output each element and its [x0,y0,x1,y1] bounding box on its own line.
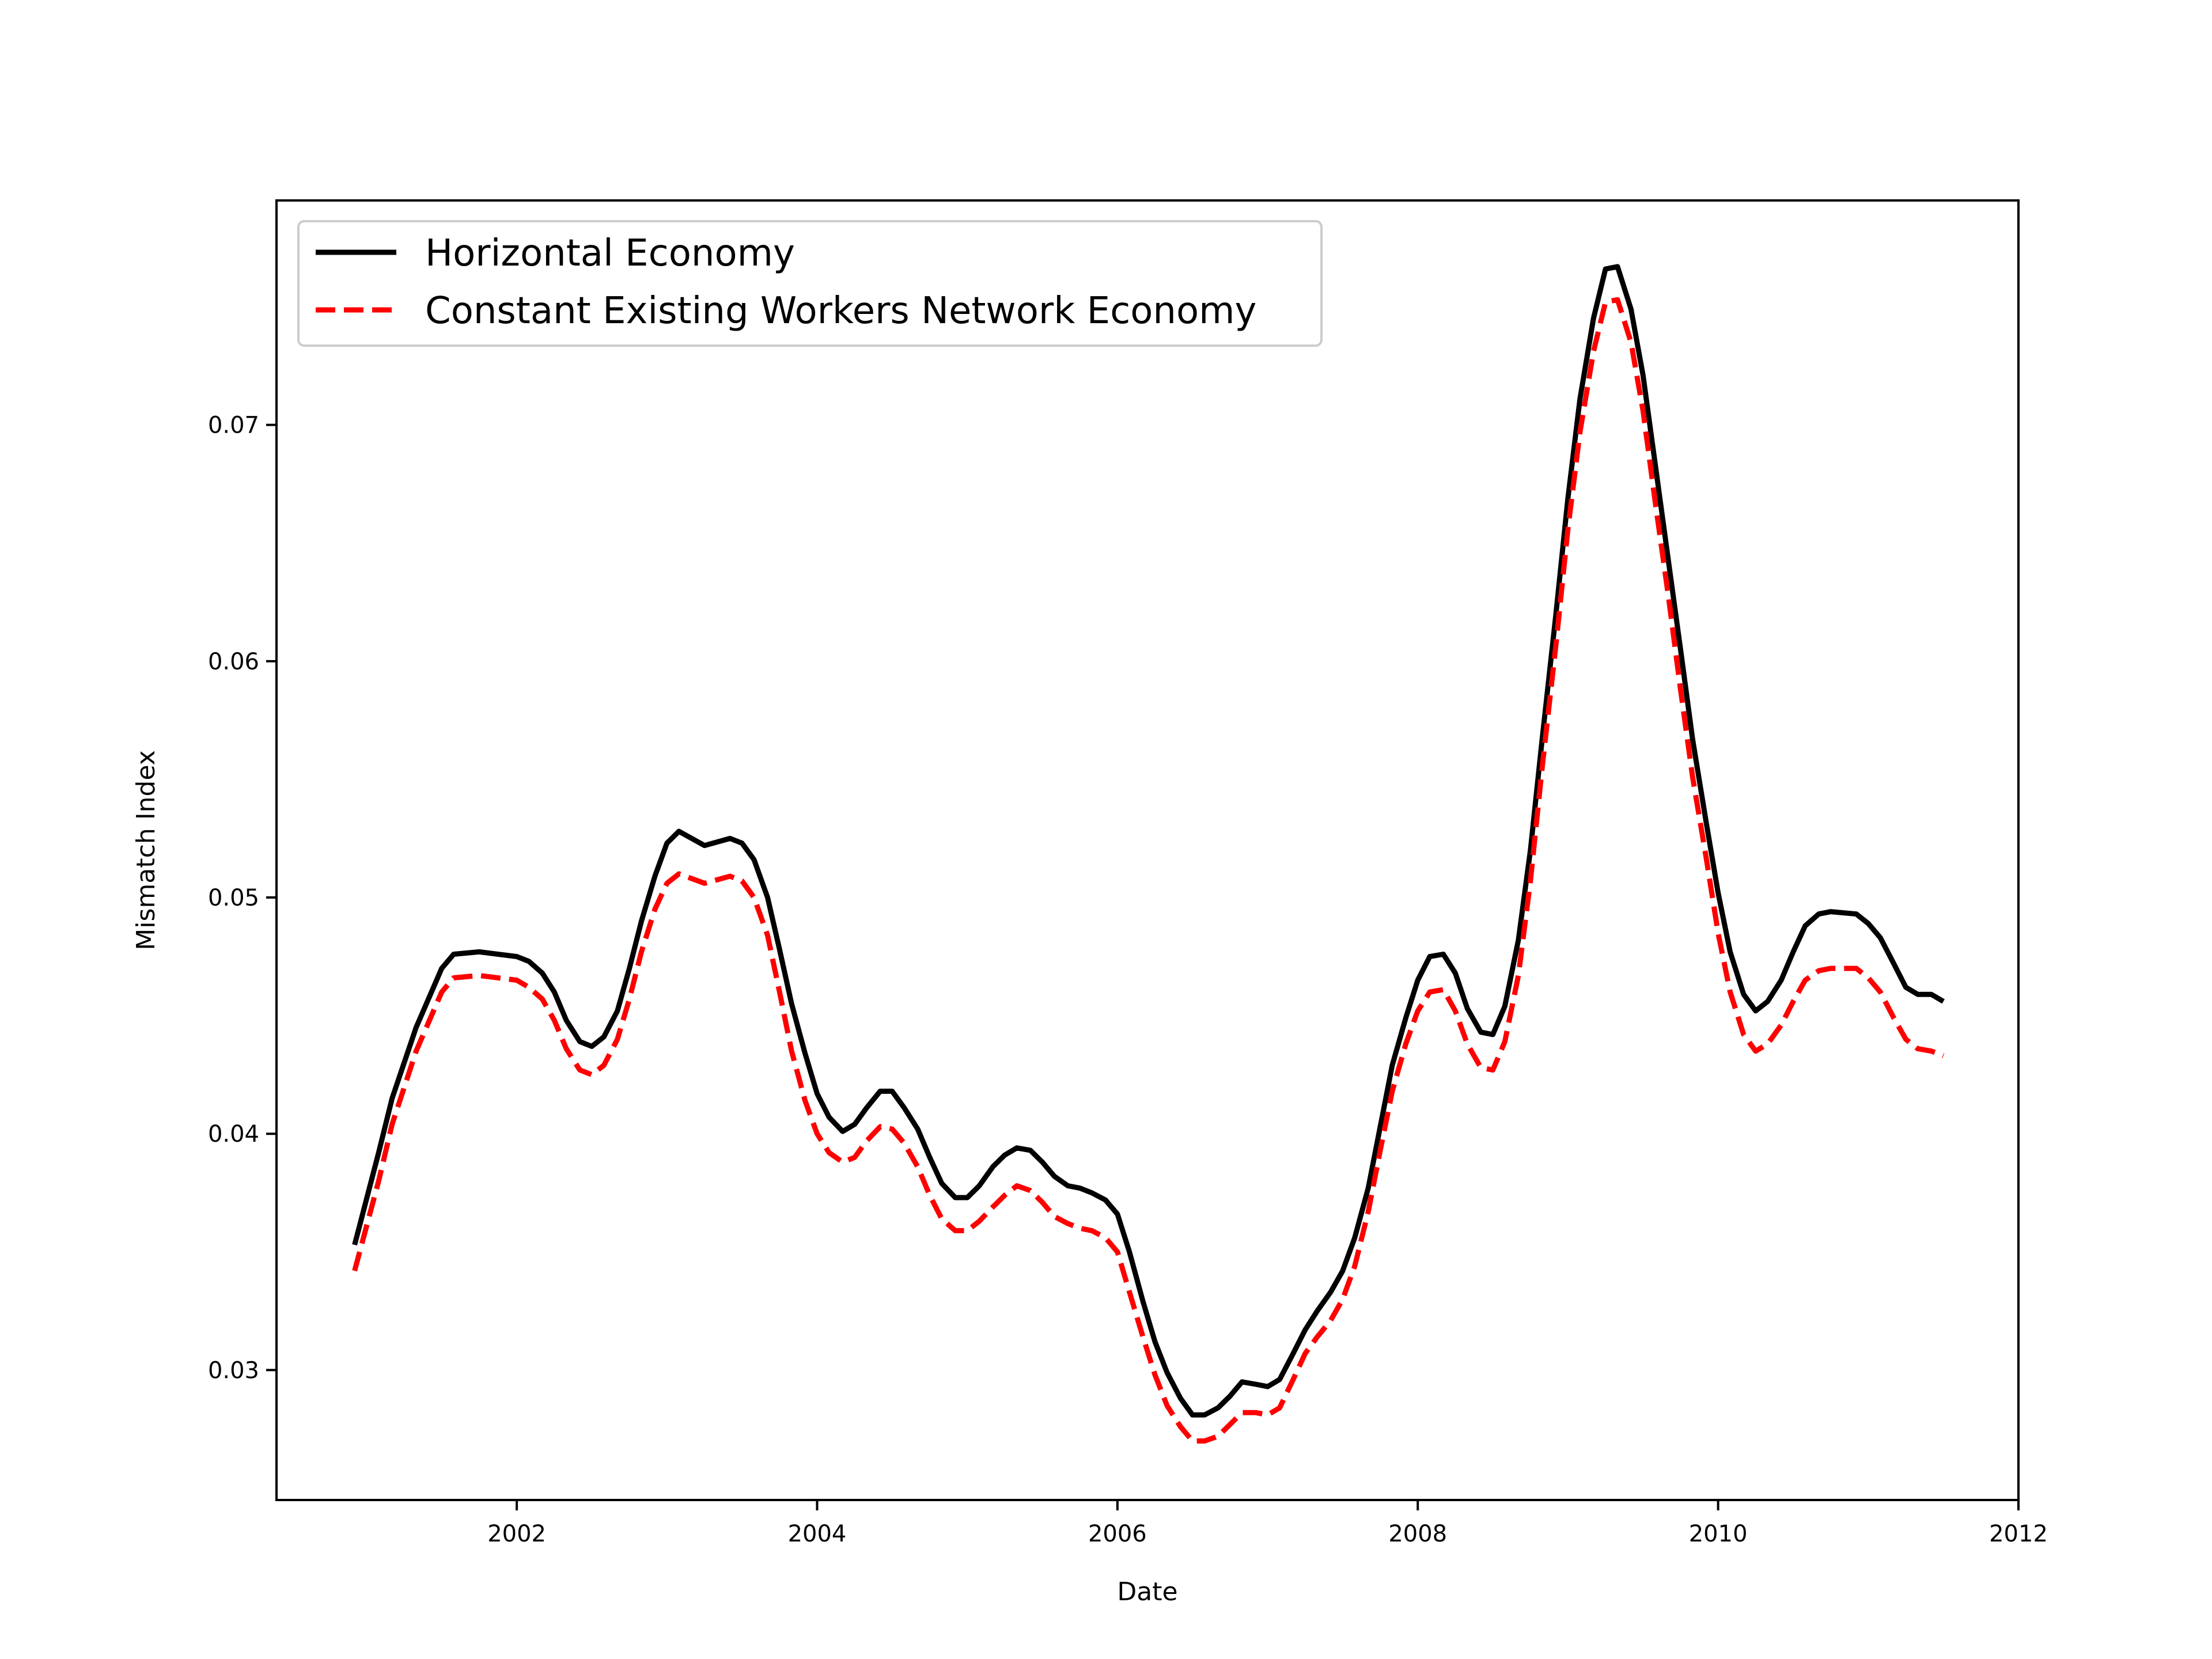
y-tick-label: 0.05 [208,885,259,911]
x-tick-label: 2006 [1088,1521,1147,1547]
x-tick-label: 2012 [1989,1521,2048,1547]
x-tick-label: 2004 [788,1521,847,1547]
x-tick-label: 2002 [487,1521,546,1547]
x-tick-label: 2008 [1388,1521,1447,1547]
legend-box [297,220,1323,347]
plot-frame [275,199,2020,1501]
legend: Horizontal Economy Constant Existing Wor… [297,220,1323,347]
legend-label-horizontal: Horizontal Economy [425,232,795,275]
x-tick-label: 2010 [1689,1521,1748,1547]
y-tick-label: 0.06 [208,649,259,675]
y-tick-label: 0.04 [208,1121,259,1147]
legend-label-network: Constant Existing Workers Network Econom… [425,290,1256,332]
axes-layer: 2002 2004 2006 2008 2010 2012 0.03 0.04 0.05 0.06… [208,412,2048,1547]
network-economy-line [352,297,1945,1444]
y-tick-label: 0.07 [208,412,259,439]
y-axis-label: Mismatch Index [131,750,161,950]
horizontal-economy-line [352,264,1945,1418]
y-tick-label: 0.03 [208,1357,259,1384]
x-axis-label: Date [1117,1577,1177,1607]
series-layer [352,264,1945,1444]
